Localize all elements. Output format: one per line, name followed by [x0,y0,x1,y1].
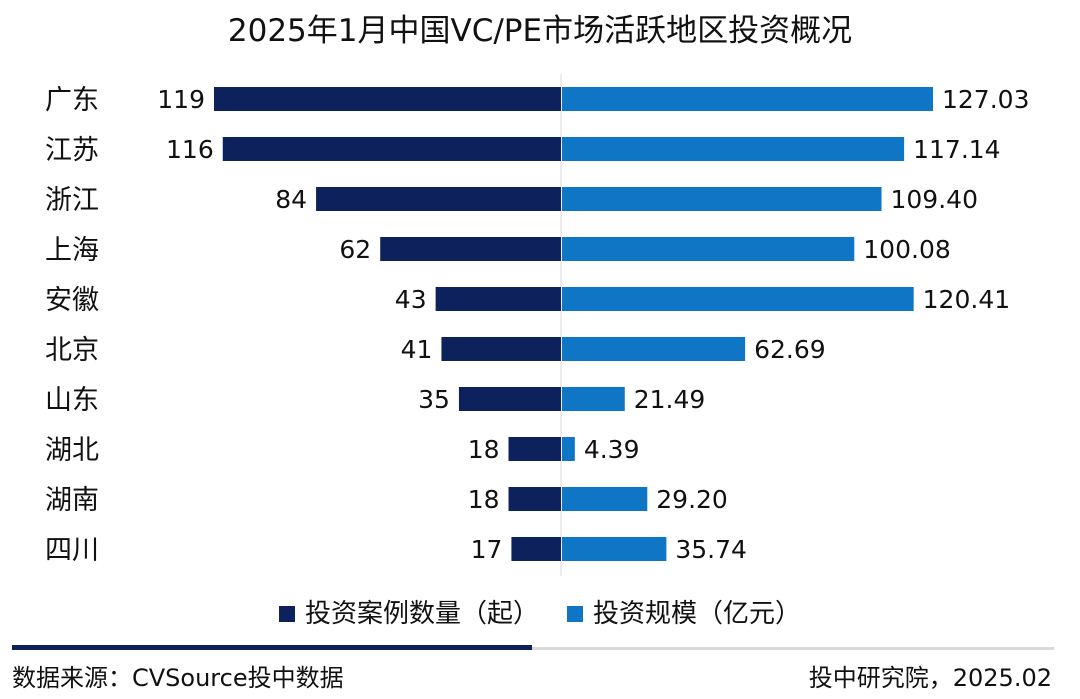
bar-case-count [511,537,561,561]
data-label-investment-amount: 100.08 [863,235,950,264]
bar-case-count [508,437,561,461]
bar-case-count [222,137,561,161]
butterfly-bar-chart: 广东 119 127.03 江苏 116 117.14 浙江 84 109.40 上海 62 100.… [45,74,1029,576]
data-label-case-count: 84 [275,185,307,214]
data-label-investment-amount: 109.40 [891,185,978,214]
category-label: 山东 [45,385,99,416]
data-label-investment-amount: 4.39 [584,435,640,464]
data-label-case-count: 41 [401,335,433,364]
category-label: 江苏 [45,135,99,166]
bar-investment-amount [562,537,667,561]
bar-case-count [458,387,561,411]
legend-label-case-count: 投资案例数量（起） [304,599,539,629]
legend-swatch-investment-amount [567,606,583,622]
data-label-case-count: 43 [395,285,427,314]
bar-investment-amount [562,337,746,361]
category-label: 上海 [45,235,99,266]
data-label-investment-amount: 62.69 [754,335,826,364]
bars-layer: 广东 119 127.03 江苏 116 117.14 浙江 84 109.40 上海 62 100.… [45,85,1029,566]
data-label-case-count: 18 [468,435,500,464]
legend: 投资案例数量（起） 投资规模（亿元） [0,594,1080,634]
category-label: 湖北 [45,435,99,466]
data-label-case-count: 35 [418,385,450,414]
bar-case-count [435,287,561,311]
bar-investment-amount [562,137,905,161]
bar-investment-amount [562,87,933,111]
category-label: 北京 [45,335,99,366]
legend-item-case-count: 投资案例数量（起） [278,594,539,634]
category-label: 浙江 [45,185,99,216]
data-label-case-count: 17 [471,535,503,564]
bar-case-count [380,237,561,261]
category-label: 安徽 [45,285,99,316]
data-label-case-count: 62 [339,235,371,264]
data-label-investment-amount: 127.03 [942,85,1029,114]
data-label-case-count: 18 [468,485,500,514]
bar-case-count [316,187,561,211]
bar-investment-amount [562,287,914,311]
data-label-case-count: 116 [166,135,214,164]
data-label-investment-amount: 120.41 [923,285,1010,314]
data-label-investment-amount: 117.14 [913,135,1000,164]
bar-investment-amount [562,387,625,411]
data-label-case-count: 119 [157,85,205,114]
data-label-investment-amount: 29.20 [656,485,728,514]
legend-swatch-case-count [278,606,295,622]
chart-title: 2025年1月中国VC/PE市场活跃地区投资概况 [227,13,853,49]
bar-case-count [441,337,561,361]
category-label: 四川 [45,535,99,566]
credit-text: 投中研究院，2025.02 [808,664,1052,692]
legend-item-investment-amount: 投资规模（亿元） [567,594,801,634]
bar-case-count [508,487,561,511]
bar-investment-amount [562,487,648,511]
footer-rule-light [532,647,1054,650]
source-text: 数据来源：CVSource投中数据 [12,664,344,692]
category-label: 湖南 [45,485,99,516]
footer-rule-dark [12,645,532,650]
data-label-investment-amount: 35.74 [675,535,747,564]
bar-investment-amount [562,187,882,211]
bar-investment-amount [562,437,575,461]
legend-label-investment-amount: 投资规模（亿元） [593,599,802,629]
data-label-investment-amount: 21.49 [634,385,706,414]
bar-case-count [214,87,561,111]
category-label: 广东 [45,85,99,116]
bar-investment-amount [562,237,855,261]
